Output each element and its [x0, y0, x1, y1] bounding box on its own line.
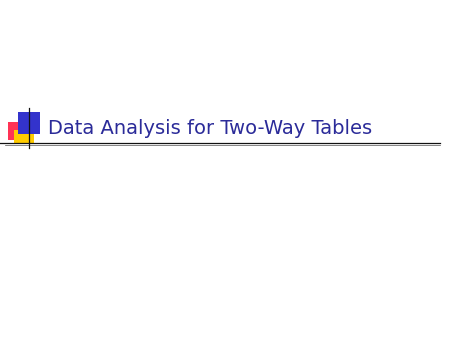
Bar: [8, 122, 28, 140]
Text: Data Analysis for Two-Way Tables: Data Analysis for Two-Way Tables: [48, 119, 372, 138]
Bar: [14, 130, 34, 144]
Bar: [18, 112, 40, 134]
